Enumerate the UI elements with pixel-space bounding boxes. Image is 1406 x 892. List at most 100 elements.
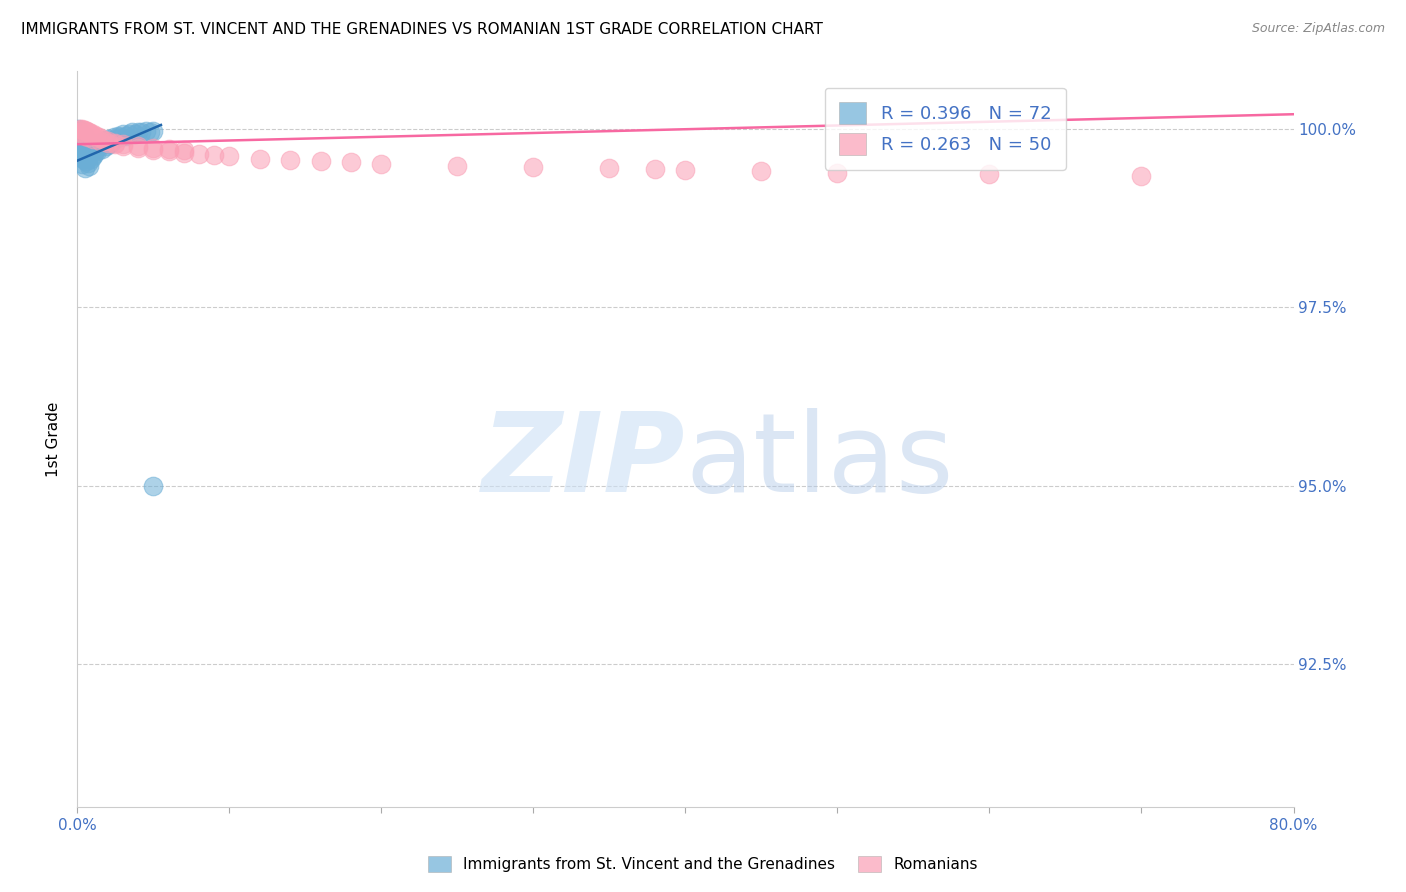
Legend: R = 0.396   N = 72, R = 0.263   N = 50: R = 0.396 N = 72, R = 0.263 N = 50 bbox=[824, 87, 1066, 169]
Point bbox=[70, 130, 93, 145]
Point bbox=[89, 134, 111, 148]
Point bbox=[75, 137, 97, 152]
Legend: Immigrants from St. Vincent and the Grenadines, Romanians: Immigrants from St. Vincent and the Gren… bbox=[420, 848, 986, 880]
Point bbox=[135, 123, 157, 137]
Point bbox=[76, 142, 98, 156]
Point bbox=[82, 149, 104, 163]
Point bbox=[173, 145, 195, 160]
Point bbox=[79, 149, 101, 163]
Point bbox=[675, 163, 697, 178]
Point bbox=[139, 125, 162, 139]
Point bbox=[73, 130, 96, 145]
Point bbox=[67, 128, 90, 143]
Point bbox=[111, 137, 134, 152]
Point bbox=[67, 139, 90, 153]
Text: Source: ZipAtlas.com: Source: ZipAtlas.com bbox=[1251, 22, 1385, 36]
Point bbox=[70, 127, 93, 141]
Point bbox=[87, 139, 110, 153]
Point bbox=[72, 143, 94, 157]
Point bbox=[67, 143, 90, 157]
Point bbox=[77, 145, 100, 159]
Point bbox=[67, 136, 90, 150]
Point bbox=[84, 142, 107, 156]
Point bbox=[97, 136, 120, 150]
Point bbox=[77, 130, 100, 145]
Point bbox=[86, 145, 108, 159]
Point bbox=[90, 132, 112, 146]
Point bbox=[157, 145, 180, 159]
Point bbox=[69, 127, 91, 141]
Point bbox=[121, 125, 143, 139]
Point bbox=[93, 134, 115, 148]
Point bbox=[278, 153, 301, 167]
Point bbox=[83, 137, 105, 152]
Point bbox=[827, 166, 849, 180]
Point bbox=[157, 142, 180, 156]
Point bbox=[309, 153, 332, 168]
Point bbox=[79, 139, 101, 153]
Point bbox=[77, 136, 100, 150]
Point bbox=[69, 125, 91, 139]
Point bbox=[108, 130, 131, 145]
Point bbox=[82, 132, 104, 146]
Point bbox=[67, 130, 90, 145]
Text: ZIP: ZIP bbox=[482, 408, 686, 515]
Point bbox=[107, 128, 129, 143]
Point bbox=[70, 145, 93, 159]
Point bbox=[90, 142, 112, 156]
Point bbox=[73, 146, 96, 161]
Point bbox=[118, 127, 141, 141]
Point bbox=[249, 152, 271, 166]
Point bbox=[73, 128, 96, 143]
Point bbox=[67, 121, 90, 136]
Point bbox=[522, 160, 544, 174]
Point bbox=[142, 479, 165, 493]
Point bbox=[979, 167, 1001, 181]
Point bbox=[69, 132, 91, 146]
Point bbox=[111, 127, 134, 141]
Point bbox=[188, 146, 211, 161]
Point bbox=[77, 125, 100, 139]
Point bbox=[97, 134, 120, 148]
Point bbox=[1130, 169, 1153, 183]
Point bbox=[72, 123, 94, 137]
Point bbox=[75, 145, 97, 159]
Point bbox=[72, 152, 94, 166]
Point bbox=[73, 161, 96, 175]
Point bbox=[173, 143, 195, 157]
Point bbox=[751, 164, 773, 178]
Point bbox=[70, 146, 93, 161]
Point bbox=[79, 125, 101, 139]
Point bbox=[98, 137, 121, 152]
Point bbox=[70, 149, 93, 163]
Point bbox=[87, 130, 110, 145]
Point bbox=[115, 128, 138, 143]
Point bbox=[72, 134, 94, 148]
Y-axis label: 1st Grade: 1st Grade bbox=[46, 401, 62, 477]
Point bbox=[79, 159, 101, 173]
Point bbox=[73, 123, 96, 137]
Point bbox=[91, 137, 114, 152]
Point bbox=[70, 157, 93, 171]
Point bbox=[69, 150, 91, 164]
Point bbox=[111, 138, 134, 153]
Point bbox=[104, 132, 127, 146]
Point bbox=[82, 139, 104, 153]
Point bbox=[75, 124, 97, 138]
Point bbox=[73, 139, 96, 153]
Point bbox=[82, 127, 104, 141]
Point bbox=[202, 148, 225, 162]
Point bbox=[218, 149, 240, 163]
Point bbox=[67, 125, 90, 139]
Point bbox=[70, 139, 93, 153]
Point bbox=[103, 130, 125, 145]
Point bbox=[142, 123, 165, 137]
Point bbox=[96, 139, 118, 153]
Point bbox=[127, 139, 149, 153]
Point bbox=[84, 128, 107, 143]
Point bbox=[104, 137, 127, 152]
Point bbox=[127, 141, 149, 155]
Point bbox=[93, 134, 115, 148]
Point bbox=[142, 141, 165, 155]
Point bbox=[340, 155, 363, 169]
